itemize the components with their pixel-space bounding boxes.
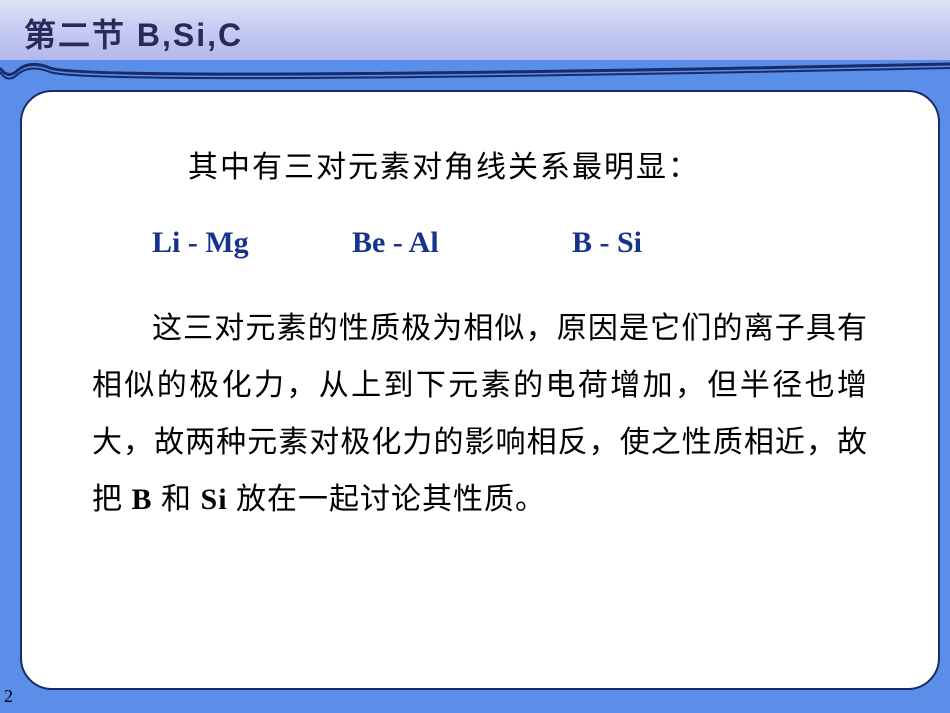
title-bar: 第二节 B,Si,C — [0, 0, 950, 60]
pair-be-al: Be - Al — [352, 226, 572, 260]
content-frame: 其中有三对元素对角线关系最明显： Li - Mg Be - Al B - Si … — [20, 90, 940, 690]
intro-text: 其中有三对元素对角线关系最明显： — [188, 142, 868, 186]
element-b: B — [132, 483, 153, 516]
pair-b-si: B - Si — [572, 226, 642, 260]
element-si: Si — [201, 483, 228, 516]
section-title: 第二节 B,Si,C — [24, 17, 243, 53]
body-mid: 和 — [153, 483, 201, 516]
page-number: 2 — [4, 686, 13, 707]
pair-li-mg: Li - Mg — [152, 226, 352, 260]
body-post: 放在一起讨论其性质。 — [228, 483, 547, 516]
body-paragraph: 这三对元素的性质极为相似，原因是它们的离子具有相似的极化力，从上到下元素的电荷增… — [92, 300, 868, 528]
element-pairs-row: Li - Mg Be - Al B - Si — [152, 226, 868, 260]
